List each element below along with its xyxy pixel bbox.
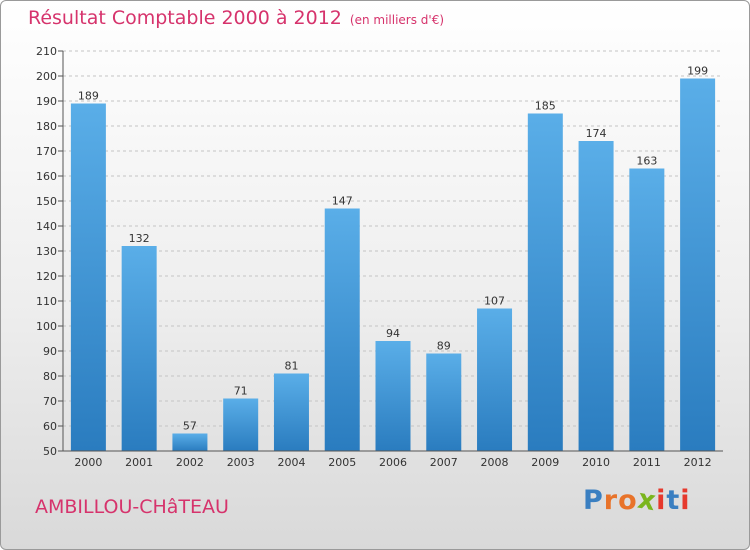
bar-2002: [172, 433, 208, 451]
bars: 189 132 57 71 81 147 94 89 107 185 174 163 199: [70, 65, 716, 451]
data-label-2006: 94: [386, 327, 400, 340]
x-tick-label-2002: 2002: [176, 456, 204, 469]
logo-letter: r: [603, 485, 619, 516]
logo-letter: o: [618, 485, 638, 516]
x-tick-label-2009: 2009: [531, 456, 559, 469]
x-tick-label-2006: 2006: [379, 456, 407, 469]
data-label-2000: 189: [78, 90, 99, 103]
data-label-2001: 132: [129, 232, 150, 245]
x-axis: 2000 2001 2002 2003 2004 2005 2006 2007 2008 2009…: [63, 450, 723, 469]
data-label-2009: 185: [535, 100, 556, 113]
bar-2001: [121, 246, 157, 451]
x-tick-label-2001: 2001: [125, 456, 153, 469]
x-tick-label-2008: 2008: [481, 456, 509, 469]
data-label-2010: 174: [586, 127, 607, 140]
x-tick-label-2007: 2007: [430, 456, 458, 469]
y-tick-label: 50: [43, 445, 57, 458]
logo-letter: i: [680, 485, 691, 516]
y-tick-label: 210: [36, 45, 57, 58]
y-tick-label: 120: [36, 270, 57, 283]
logo-letter: i: [656, 485, 667, 516]
bar-2005: [324, 208, 360, 451]
bar-2010: [578, 141, 614, 451]
data-label-2004: 81: [284, 360, 298, 373]
bar-2004: [273, 373, 309, 451]
bar-2011: [629, 168, 665, 451]
commune-name: AMBILLOU-CHâTEAU: [35, 496, 229, 518]
x-tick-label-2010: 2010: [582, 456, 610, 469]
bar-2006: [375, 341, 411, 451]
bar-2008: [477, 308, 513, 451]
x-tick-label-2003: 2003: [227, 456, 255, 469]
y-tick-label: 190: [36, 95, 57, 108]
y-tick-label: 180: [36, 120, 57, 133]
logo-letter: t: [666, 485, 681, 516]
data-label-2005: 147: [332, 195, 353, 208]
chart-title-text: Résultat Comptable 2000 à 2012: [28, 7, 342, 29]
data-label-2012: 199: [687, 65, 708, 78]
x-tick-label-2012: 2012: [684, 456, 712, 469]
bar-2012: [680, 78, 716, 451]
bar-2007: [426, 353, 462, 451]
data-label-2008: 107: [484, 295, 505, 308]
data-label-2002: 57: [183, 420, 197, 433]
y-tick-label: 100: [36, 320, 57, 333]
y-tick-label: 80: [43, 370, 57, 383]
y-tick-label: 200: [36, 70, 57, 83]
x-tick-label-2005: 2005: [328, 456, 356, 469]
y-tick-label: 130: [36, 245, 57, 258]
y-tick-label: 60: [43, 420, 57, 433]
y-tick-label: 110: [36, 295, 57, 308]
y-axis: 50 60 70 80 90 100 110 120 130 140 150 160 170 180 190…: [36, 45, 64, 458]
y-tick-label: 170: [36, 145, 57, 158]
y-tick-label: 90: [43, 345, 57, 358]
bar-2009: [527, 113, 563, 451]
data-label-2007: 89: [437, 340, 451, 353]
chart-title: Résultat Comptable 2000 à 2012 (en millie…: [28, 7, 444, 29]
data-label-2003: 71: [234, 385, 248, 398]
y-tick-label: 70: [43, 395, 57, 408]
y-tick-label: 140: [36, 220, 57, 233]
x-tick-label-2004: 2004: [277, 456, 305, 469]
bar-2000: [70, 103, 106, 451]
data-label-2011: 163: [636, 155, 657, 168]
x-tick-label-2000: 2000: [74, 456, 102, 469]
bar-2003: [223, 398, 259, 451]
proxiti-logo[interactable]: Proxiti: [583, 484, 691, 518]
logo-letter: P: [583, 485, 604, 516]
y-tick-label: 160: [36, 170, 57, 183]
y-tick-label: 150: [36, 195, 57, 208]
chart-subtitle: (en milliers d'€): [349, 13, 445, 27]
x-tick-label-2011: 2011: [633, 456, 661, 469]
